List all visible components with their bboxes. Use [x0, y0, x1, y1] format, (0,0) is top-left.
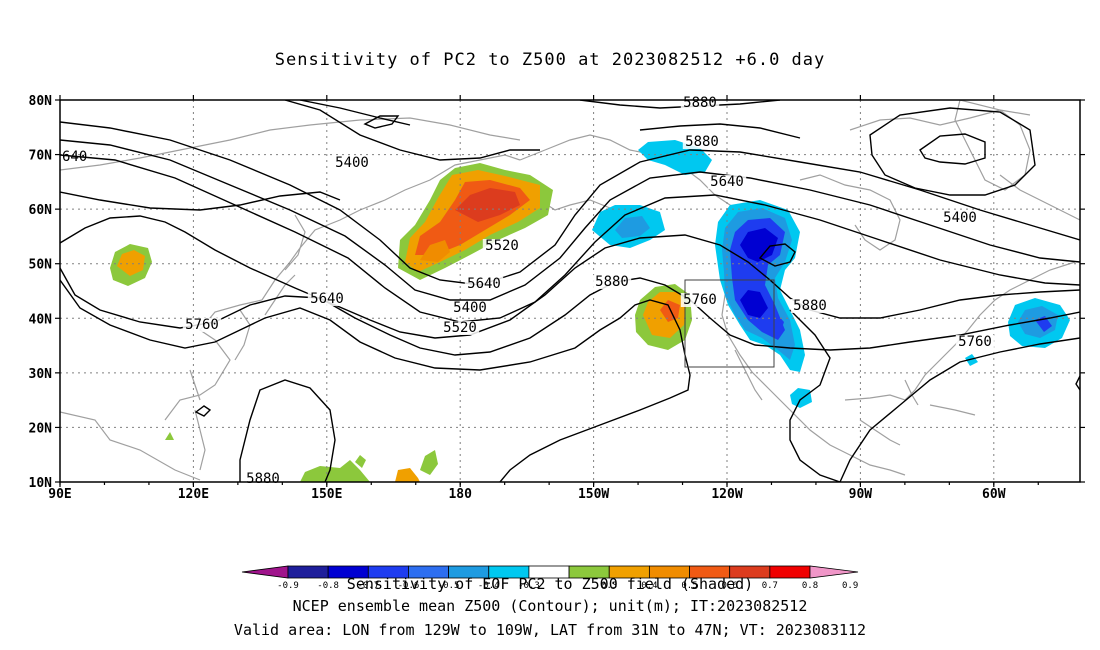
colorbar-left-arrow: [241, 565, 289, 579]
axis-ticks: [55, 95, 1085, 487]
colorbar-tick-label: -0.3: [518, 581, 540, 591]
colorbar-tick-label: 0.7: [762, 581, 778, 591]
contour-label: 5880: [595, 274, 629, 290]
caption-line-1: NCEP ensemble mean Z500 (Contour); unit(…: [292, 597, 808, 615]
colorbar-label: Sensitivity of EOF PC2 to Z500 field (Sh…: [347, 575, 753, 593]
lat-label: 20N: [29, 421, 53, 436]
contour-label: 5400: [453, 300, 487, 316]
colorbar-swatch: [287, 565, 329, 579]
contour-label-bg: [440, 321, 480, 335]
lon-label: 180: [448, 487, 472, 502]
plot-frame: [59, 99, 1081, 483]
lat-label: 40N: [29, 312, 53, 327]
contour-label-bg: [307, 292, 347, 306]
contour-label-bg: [955, 335, 995, 349]
contour-label-bg: [682, 135, 722, 149]
colorbar-swatch: [769, 565, 811, 579]
lon-label: 90W: [849, 487, 873, 502]
valid-area-box: [684, 279, 775, 368]
contour-label: 5640: [310, 291, 344, 307]
contour-label: 5760: [185, 317, 219, 333]
caption-line-2: Valid area: LON from 129W to 109W, LAT f…: [233, 621, 867, 639]
contour-label: 5520: [485, 238, 519, 254]
contour-label-bg: [182, 318, 222, 332]
contour-label-bg: [482, 239, 522, 253]
contour-label: 5400: [943, 210, 977, 226]
colorbar-tick-label: 0.5: [681, 581, 697, 591]
contour-label: 5760: [958, 334, 992, 350]
colorbar-tick-label: 0.8: [802, 581, 818, 591]
contour-label-bg: [940, 211, 980, 225]
coastlines: [60, 100, 1080, 481]
lat-label: 30N: [29, 367, 53, 382]
colorbar-tick-label: -0.8: [317, 581, 339, 591]
z500-contours: [60, 100, 1080, 482]
contour-label: 5640: [710, 174, 744, 190]
colorbar-tick-label: -0.9: [277, 581, 299, 591]
colorbar-tick-label: 0.6: [722, 581, 738, 591]
lon-label: 120W: [711, 487, 742, 502]
contour-label-bg: [464, 277, 504, 291]
lat-label: 80N: [29, 94, 53, 109]
contour-label-bg: [592, 275, 632, 289]
contour-label-bg: [707, 175, 747, 189]
sensitivity-shading: [110, 140, 1070, 482]
colorbar-tick-label: 0.9: [842, 581, 858, 591]
lat-label: 60N: [29, 203, 53, 218]
contour-label-bg: [680, 293, 720, 307]
colorbar-tick-label: -0.5: [438, 581, 460, 591]
contour-label-bg: [332, 156, 372, 170]
contour-label: 5880: [683, 95, 717, 111]
colorbar: -0.9 -0.8 -0.7 -0.6 -0.5 -0.4 -0.3 0.3 0.4 0.5 0.6…: [241, 565, 859, 593]
contour-label: 5880: [246, 471, 280, 487]
lat-label: 50N: [29, 258, 53, 273]
contour-label: 5640: [467, 276, 501, 292]
contour-label-bg: [450, 301, 490, 315]
lat-label: 10N: [29, 476, 53, 491]
contour-label: 5520: [443, 320, 477, 336]
colorbar-tick-label: -0.6: [398, 581, 420, 591]
lon-label: 120E: [178, 487, 209, 502]
contour-label: 5760: [683, 292, 717, 308]
colorbar-right-arrow: [809, 565, 859, 579]
page-title: Sensitivity of PC2 to Z500 at 2023082512…: [274, 50, 826, 70]
colorbar-tick-label: -0.4: [478, 581, 500, 591]
contour-label: 5400: [335, 155, 369, 171]
contour-label: 5880: [793, 298, 827, 314]
lon-label: 150W: [578, 487, 609, 502]
colorbar-tick-label: -0.7: [357, 581, 379, 591]
colorbar-tick-label: 0.3: [601, 581, 617, 591]
colorbar-tick-label: 0.4: [641, 581, 657, 591]
grid-lines: [60, 100, 1080, 482]
contour-label-edge: 640: [62, 149, 87, 165]
contour-label-bg: [790, 299, 830, 313]
lon-label: 90E: [48, 487, 71, 502]
contour-labels: 5400 5520 5640 5400 5520 5640 5760 5880 5760 5880…: [62, 95, 995, 487]
lon-label: 150E: [311, 487, 342, 502]
lon-label: 60W: [982, 487, 1006, 502]
contour-label: 5880: [685, 134, 719, 150]
lat-label: 70N: [29, 149, 53, 164]
